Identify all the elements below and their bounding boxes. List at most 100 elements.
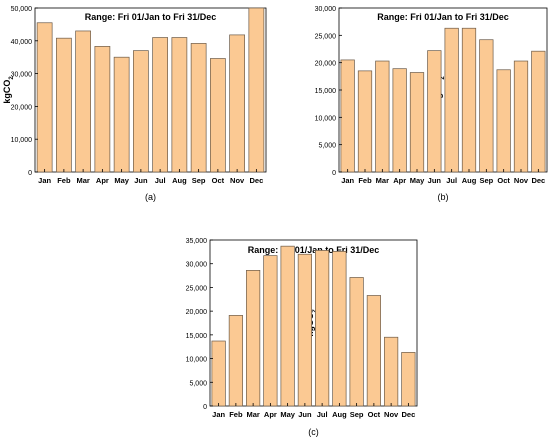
panel-label: (c): [308, 427, 319, 437]
x-tick-label: Jan: [38, 176, 51, 185]
x-tick-label: Feb: [358, 176, 372, 185]
bar-feb: [56, 37, 72, 173]
x-tick-label: Jan: [341, 176, 354, 185]
y-ticks-group: 0 5,000 10,000 15,000 20,000 25,000 30,000: [315, 6, 342, 177]
bar-sep: [190, 43, 207, 173]
x-tick-label: Oct: [497, 176, 510, 185]
bars-group: [211, 245, 416, 407]
bar-dec: [248, 7, 265, 173]
bar-nov: [384, 336, 399, 407]
x-tick-label: Dec: [249, 176, 263, 185]
x-tick-label: Apr: [96, 176, 109, 185]
x-tick-label: May: [410, 176, 425, 185]
bar-oct: [496, 69, 511, 173]
bar-jan: [211, 340, 226, 407]
y-tick-label: 10,000: [11, 137, 33, 144]
y-tick-label: 15,000: [315, 88, 337, 95]
bar-jun: [427, 50, 442, 173]
bar-oct: [366, 295, 381, 407]
bar-feb: [228, 315, 243, 407]
panel-label: (b): [438, 192, 449, 202]
bar-aug: [332, 251, 347, 407]
y-tick-label: 15,000: [186, 333, 208, 340]
y-tick-label: 35,000: [186, 238, 208, 245]
x-tick-label: Oct: [212, 176, 225, 185]
chart-panel-a: Range: Fri 01/Jan to Fri 31/Dec kgCO2 (a…: [2, 6, 267, 202]
x-ticks-group: Jan Feb Mar Apr May Jun Jul Aug Sep Oct Nov Dec: [212, 403, 415, 419]
y-tick-label: 30,000: [186, 262, 208, 269]
bar-dec: [531, 50, 546, 173]
bar-apr: [94, 46, 111, 173]
x-tick-label: Sep: [479, 176, 493, 185]
x-tick-label: Jul: [446, 176, 457, 185]
x-ticks-group: Jan Feb Mar Apr May Jun Jul Aug Sep Oct Nov Dec: [38, 169, 263, 185]
x-tick-label: Feb: [57, 176, 71, 185]
chart-title: Range: Fri 01/Jan to Fri 31/Dec: [85, 12, 217, 22]
y-tick-label: 20,000: [315, 61, 337, 68]
bar-mar: [375, 60, 390, 173]
x-tick-label: May: [280, 410, 295, 419]
x-tick-label: Jun: [298, 410, 312, 419]
x-tick-label: Aug: [172, 176, 187, 185]
bar-jun: [133, 50, 149, 173]
y-axis-label-base: kgCO: [2, 80, 12, 104]
bar-jun: [297, 253, 312, 407]
y-axis-label-subscript: 2: [440, 76, 446, 80]
chart-title: Range: Fri 01/Jan to Fri 31/Dec: [248, 245, 380, 255]
y-axis-label-subscript: 2: [9, 76, 15, 80]
x-tick-label: Feb: [229, 410, 243, 419]
x-tick-label: Nov: [384, 410, 399, 419]
bars-group: [340, 27, 546, 173]
x-tick-label: Mar: [76, 176, 89, 185]
x-tick-label: Aug: [462, 176, 477, 185]
bar-nov: [229, 34, 245, 173]
x-tick-label: Jul: [317, 410, 328, 419]
y-tick-label: 25,000: [186, 285, 208, 292]
x-tick-label: Nov: [230, 176, 245, 185]
y-tick-label: 50,000: [11, 6, 33, 13]
x-tick-label: Apr: [264, 410, 277, 419]
bar-jul: [444, 27, 459, 173]
y-ticks-group: 0 5,000 10,000 15,000 20,000 25,000 30,000 35,0…: [186, 238, 213, 411]
chart-panel-c: Range: Fri 01/Jan to Fri 31/Dec kgCO2 (c…: [186, 238, 418, 437]
bars-group: [36, 7, 265, 173]
y-tick-label: 5,000: [189, 380, 207, 387]
bar-sep: [479, 39, 494, 173]
y-tick-label: 10,000: [315, 115, 337, 122]
y-axis-label: kgCO2: [2, 76, 15, 104]
x-tick-label: May: [114, 176, 129, 185]
bar-mar: [75, 30, 91, 173]
bar-aug: [171, 37, 188, 173]
x-tick-label: Dec: [401, 410, 415, 419]
x-ticks-group: Jan Feb Mar Apr May Jun Jul Aug Sep Oct Nov Dec: [341, 169, 545, 185]
y-ticks-group: 0 10,000 20,000 30,000 40,000 50,000: [11, 6, 38, 177]
x-tick-label: Oct: [368, 410, 381, 419]
y-axis-label-subscript: 2: [312, 309, 318, 313]
y-tick-label: 5,000: [318, 143, 336, 150]
bar-apr: [392, 68, 407, 173]
y-tick-label: 0: [332, 170, 336, 177]
x-tick-label: Jun: [428, 176, 442, 185]
x-tick-label: Sep: [192, 176, 206, 185]
y-tick-label: 10,000: [186, 357, 208, 364]
x-tick-label: Sep: [350, 410, 364, 419]
x-tick-label: Jan: [212, 410, 225, 419]
y-tick-label: 25,000: [315, 33, 337, 40]
plot-frame: [209, 239, 418, 407]
bar-jan: [340, 59, 355, 173]
y-tick-label: 0: [28, 170, 32, 177]
y-tick-label: 20,000: [186, 309, 208, 316]
bar-jul: [152, 37, 168, 173]
y-tick-label: 30,000: [315, 6, 337, 13]
bar-may: [409, 72, 425, 173]
y-tick-label: 40,000: [11, 39, 33, 46]
bar-jul: [315, 250, 330, 407]
x-tick-label: Jul: [155, 176, 166, 185]
panel-label: (a): [145, 192, 156, 202]
x-tick-label: Mar: [376, 176, 389, 185]
bar-aug: [461, 27, 477, 173]
y-tick-label: 30,000: [11, 72, 33, 79]
bar-sep: [349, 277, 364, 407]
chart-panel-b: Range: Fri 01/Jan to Fri 31/Dec kgCO2 (b…: [315, 6, 548, 202]
